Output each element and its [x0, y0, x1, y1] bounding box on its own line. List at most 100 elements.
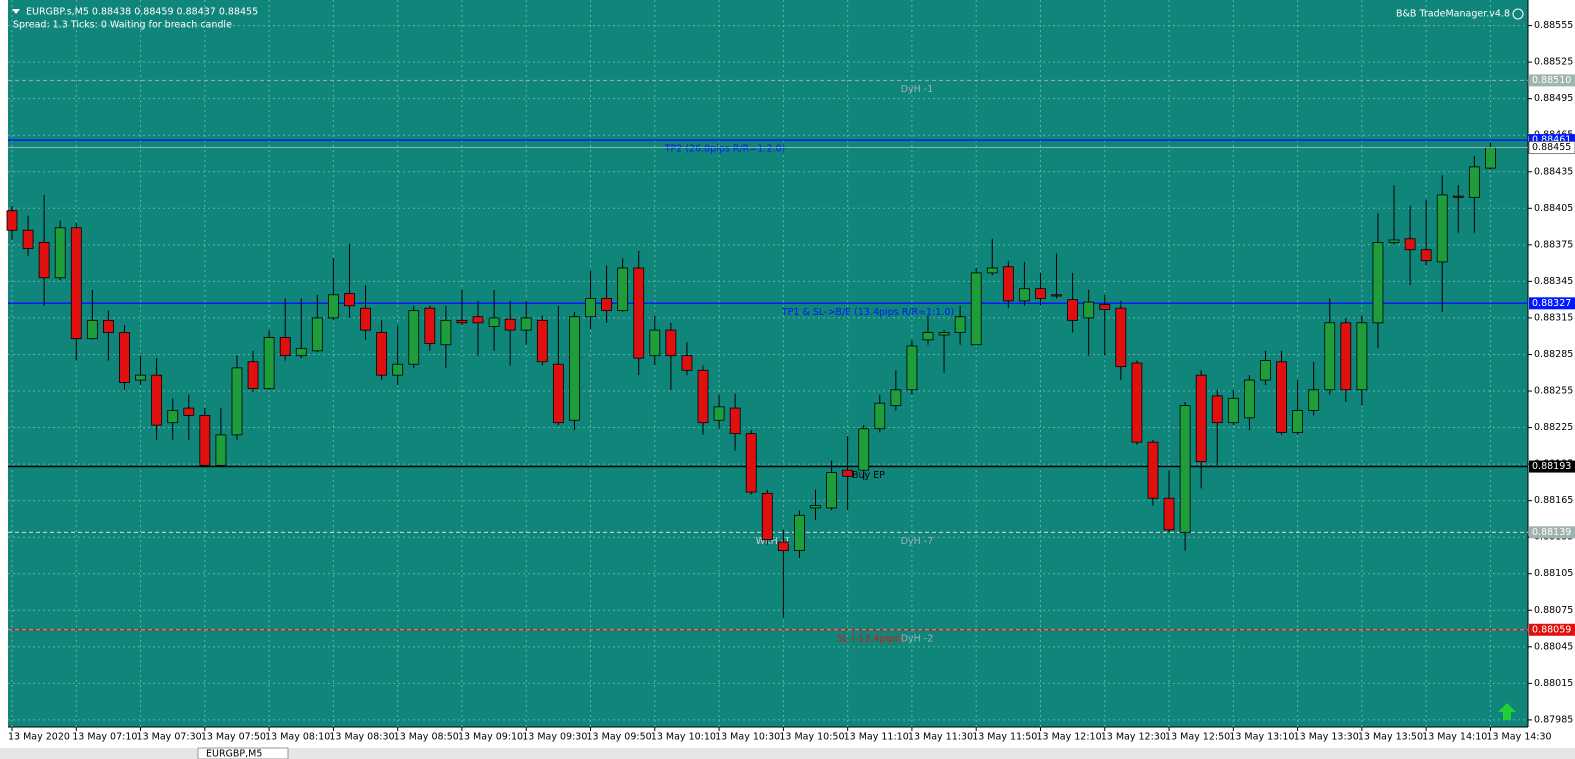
- candle-body: [794, 514, 805, 551]
- candle-body: [601, 298, 612, 312]
- candle-body: [119, 332, 130, 383]
- candle-body: [1147, 441, 1159, 499]
- candle-body: [826, 472, 837, 509]
- candle-body: [1051, 294, 1062, 297]
- candle-body: [1372, 242, 1384, 324]
- x-tick-label: 13 May 08:50: [394, 732, 459, 743]
- candle-body: [376, 332, 388, 376]
- candle-body: [392, 363, 404, 376]
- y-tick-label: 0.88405: [1534, 203, 1573, 214]
- level-price-box: [1529, 623, 1575, 636]
- level-label: DyH -2: [901, 633, 934, 644]
- candle-body: [215, 434, 227, 466]
- candle-body: [360, 307, 371, 331]
- candle-body: [536, 319, 548, 363]
- candle-body: [504, 318, 516, 331]
- level-price: 0.88139: [1532, 527, 1571, 538]
- indicator-name: B&B TradeManager.v4.8: [1396, 9, 1510, 20]
- candle-body: [1131, 362, 1143, 443]
- candle-body: [569, 316, 580, 421]
- candle-body: [1243, 379, 1255, 419]
- x-tick-label: 13 May 14:30: [1486, 732, 1551, 743]
- candle-body: [1195, 374, 1207, 463]
- candle-body: [1340, 322, 1352, 391]
- y-tick-label: 0.88375: [1534, 239, 1573, 250]
- candle-body: [520, 317, 532, 331]
- y-tick-label: 0.88285: [1534, 349, 1573, 360]
- candle-body: [1404, 238, 1416, 251]
- buy-arrow: [1498, 703, 1516, 720]
- candle-body: [456, 319, 468, 324]
- level-price: 0.88059: [1532, 624, 1571, 635]
- candle-body: [1420, 249, 1432, 262]
- candle-body: [1227, 397, 1239, 424]
- y-tick-label: 0.88165: [1534, 495, 1573, 506]
- y-tick-label: 0.88015: [1534, 678, 1573, 689]
- x-tick-label: 13 May 08:10: [265, 732, 330, 743]
- level-price-box: [1529, 526, 1575, 539]
- x-tick-label: 13 May 12:10: [1036, 732, 1101, 743]
- candle-body: [890, 389, 902, 407]
- y-tick-label: 0.87985: [1534, 714, 1573, 725]
- level-price: 0.88510: [1532, 75, 1571, 86]
- candle-body: [1163, 497, 1175, 531]
- y-tick-label: 0.88045: [1534, 641, 1573, 652]
- status-line: Spread: 1.3 Ticks: 0 Waiting for breach …: [13, 20, 232, 31]
- candle-body: [408, 310, 420, 365]
- candle-body: [1260, 360, 1271, 381]
- menu-triangle[interactable]: [12, 9, 20, 14]
- y-tick-label: 0.88555: [1534, 20, 1573, 31]
- level-label: TP2 (26.8pips R/R=1:2.0): [664, 144, 786, 155]
- level-price-box: [1529, 460, 1575, 473]
- x-tick-label: 13 May 11:30: [908, 732, 973, 743]
- x-tick-label: 13 May 14:10: [1422, 732, 1487, 743]
- x-tick-label: 13 May 10:50: [779, 732, 844, 743]
- candle-body: [1067, 299, 1079, 321]
- plot-background: [8, 0, 1528, 727]
- candle-body: [1035, 288, 1046, 299]
- candle-body: [488, 317, 500, 327]
- candle-body: [22, 229, 34, 249]
- candle-body: [777, 541, 789, 551]
- candle-body: [327, 294, 339, 319]
- candle-body: [697, 369, 709, 424]
- candle-body: [1324, 322, 1336, 391]
- candle-body: [938, 332, 950, 336]
- candle-body: [1308, 389, 1320, 411]
- x-tick-label: 13 May 07:50: [201, 732, 266, 743]
- indicator-icon[interactable]: [1512, 8, 1524, 20]
- x-tick-label: 13 May 09:30: [522, 732, 587, 743]
- level-label: SL (-13.4pips): [837, 633, 903, 644]
- x-tick-label: 13 May 09:50: [587, 732, 652, 743]
- candle-body: [810, 505, 821, 509]
- active-tab[interactable]: [197, 747, 289, 759]
- tab-label[interactable]: EURGBP,M5: [206, 749, 262, 759]
- x-tick-label: 13 May 08:30: [329, 732, 394, 743]
- candle-body: [858, 428, 870, 471]
- candle-body: [70, 227, 82, 340]
- candle-body: [1292, 410, 1303, 433]
- candle-body: [1211, 395, 1223, 424]
- candle-body: [617, 267, 629, 312]
- y-tick-label: 0.88105: [1534, 568, 1573, 579]
- candle-body: [906, 345, 918, 391]
- candle-body: [1083, 301, 1095, 319]
- level-label: Buy EP: [852, 470, 885, 481]
- candle-body: [1002, 266, 1014, 302]
- level-price-box: [1529, 297, 1575, 310]
- level-label: WkH -1: [756, 536, 791, 547]
- candle-body: [263, 337, 275, 389]
- x-tick-label: 13 May 12:50: [1165, 732, 1230, 743]
- bid-price: 0.88455: [1532, 142, 1571, 153]
- level-label: DyH -7: [901, 536, 934, 547]
- candle-body: [279, 337, 291, 357]
- candle-body: [1099, 304, 1111, 310]
- candle-body: [6, 210, 18, 231]
- candle-body: [729, 407, 741, 435]
- candle-body: [54, 227, 66, 279]
- x-tick-label: 13 May 13:10: [1229, 732, 1294, 743]
- x-tick-label: 13 May 13:50: [1358, 732, 1423, 743]
- candle-body: [151, 374, 163, 426]
- y-tick-label: 0.88345: [1534, 276, 1573, 287]
